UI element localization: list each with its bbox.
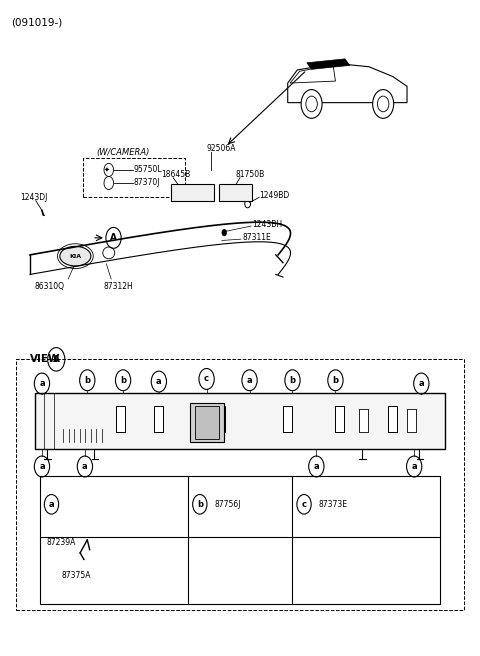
FancyBboxPatch shape: [216, 406, 225, 432]
Text: b: b: [333, 376, 338, 385]
Circle shape: [372, 90, 394, 118]
Circle shape: [222, 230, 227, 236]
Circle shape: [171, 190, 175, 195]
FancyBboxPatch shape: [218, 184, 252, 201]
Text: c: c: [204, 375, 209, 384]
Text: a: a: [82, 462, 88, 471]
FancyBboxPatch shape: [388, 406, 396, 432]
Text: 87312H: 87312H: [103, 282, 133, 291]
Circle shape: [301, 90, 322, 118]
FancyBboxPatch shape: [191, 403, 224, 442]
Text: 1243BH: 1243BH: [252, 220, 282, 230]
FancyBboxPatch shape: [407, 409, 416, 432]
Circle shape: [179, 190, 182, 195]
Text: a: a: [411, 462, 417, 471]
Text: a: a: [39, 462, 45, 471]
Text: c: c: [301, 500, 307, 509]
Circle shape: [186, 190, 190, 195]
FancyBboxPatch shape: [283, 406, 291, 432]
Text: b: b: [197, 500, 203, 509]
Text: b: b: [289, 376, 296, 385]
Text: 87311E: 87311E: [242, 234, 271, 242]
Text: a: a: [247, 376, 252, 385]
Polygon shape: [307, 59, 350, 70]
FancyBboxPatch shape: [154, 406, 163, 432]
FancyBboxPatch shape: [39, 476, 441, 604]
FancyBboxPatch shape: [336, 406, 344, 432]
Text: ✦: ✦: [104, 167, 109, 173]
Text: 1243DJ: 1243DJ: [21, 193, 48, 202]
Text: a: a: [39, 379, 45, 388]
Text: 92506A: 92506A: [206, 144, 236, 153]
Text: (W/CAMERA): (W/CAMERA): [97, 148, 150, 157]
Circle shape: [356, 539, 377, 567]
Text: a: a: [419, 379, 424, 388]
Text: 87756J: 87756J: [214, 500, 240, 509]
Text: A: A: [53, 355, 60, 364]
FancyBboxPatch shape: [35, 394, 445, 449]
Text: VIEW: VIEW: [30, 354, 60, 364]
FancyBboxPatch shape: [360, 409, 368, 432]
Text: KIA: KIA: [69, 254, 82, 258]
Text: 87373E: 87373E: [318, 500, 348, 509]
Text: a: a: [156, 377, 162, 386]
Text: b: b: [120, 376, 126, 385]
Text: a: a: [48, 500, 54, 509]
Text: b: b: [84, 376, 90, 385]
Text: A: A: [110, 234, 117, 242]
Text: 87239A: 87239A: [47, 538, 76, 547]
Text: 87370J: 87370J: [133, 178, 160, 188]
FancyBboxPatch shape: [231, 540, 249, 566]
Text: 86310Q: 86310Q: [34, 282, 64, 291]
FancyBboxPatch shape: [92, 548, 103, 563]
FancyBboxPatch shape: [195, 406, 219, 439]
Text: a: a: [313, 462, 319, 471]
FancyBboxPatch shape: [234, 543, 246, 563]
Text: 95750L: 95750L: [133, 165, 162, 174]
Text: 18645B: 18645B: [161, 170, 191, 179]
Circle shape: [361, 546, 371, 560]
Ellipse shape: [60, 247, 91, 266]
FancyBboxPatch shape: [116, 406, 124, 432]
Text: (091019-): (091019-): [11, 18, 62, 28]
Text: 1249BD: 1249BD: [259, 191, 289, 200]
FancyBboxPatch shape: [171, 184, 214, 201]
Text: 81750B: 81750B: [235, 170, 264, 179]
FancyArrowPatch shape: [43, 214, 44, 216]
Text: 87375A: 87375A: [61, 571, 91, 580]
